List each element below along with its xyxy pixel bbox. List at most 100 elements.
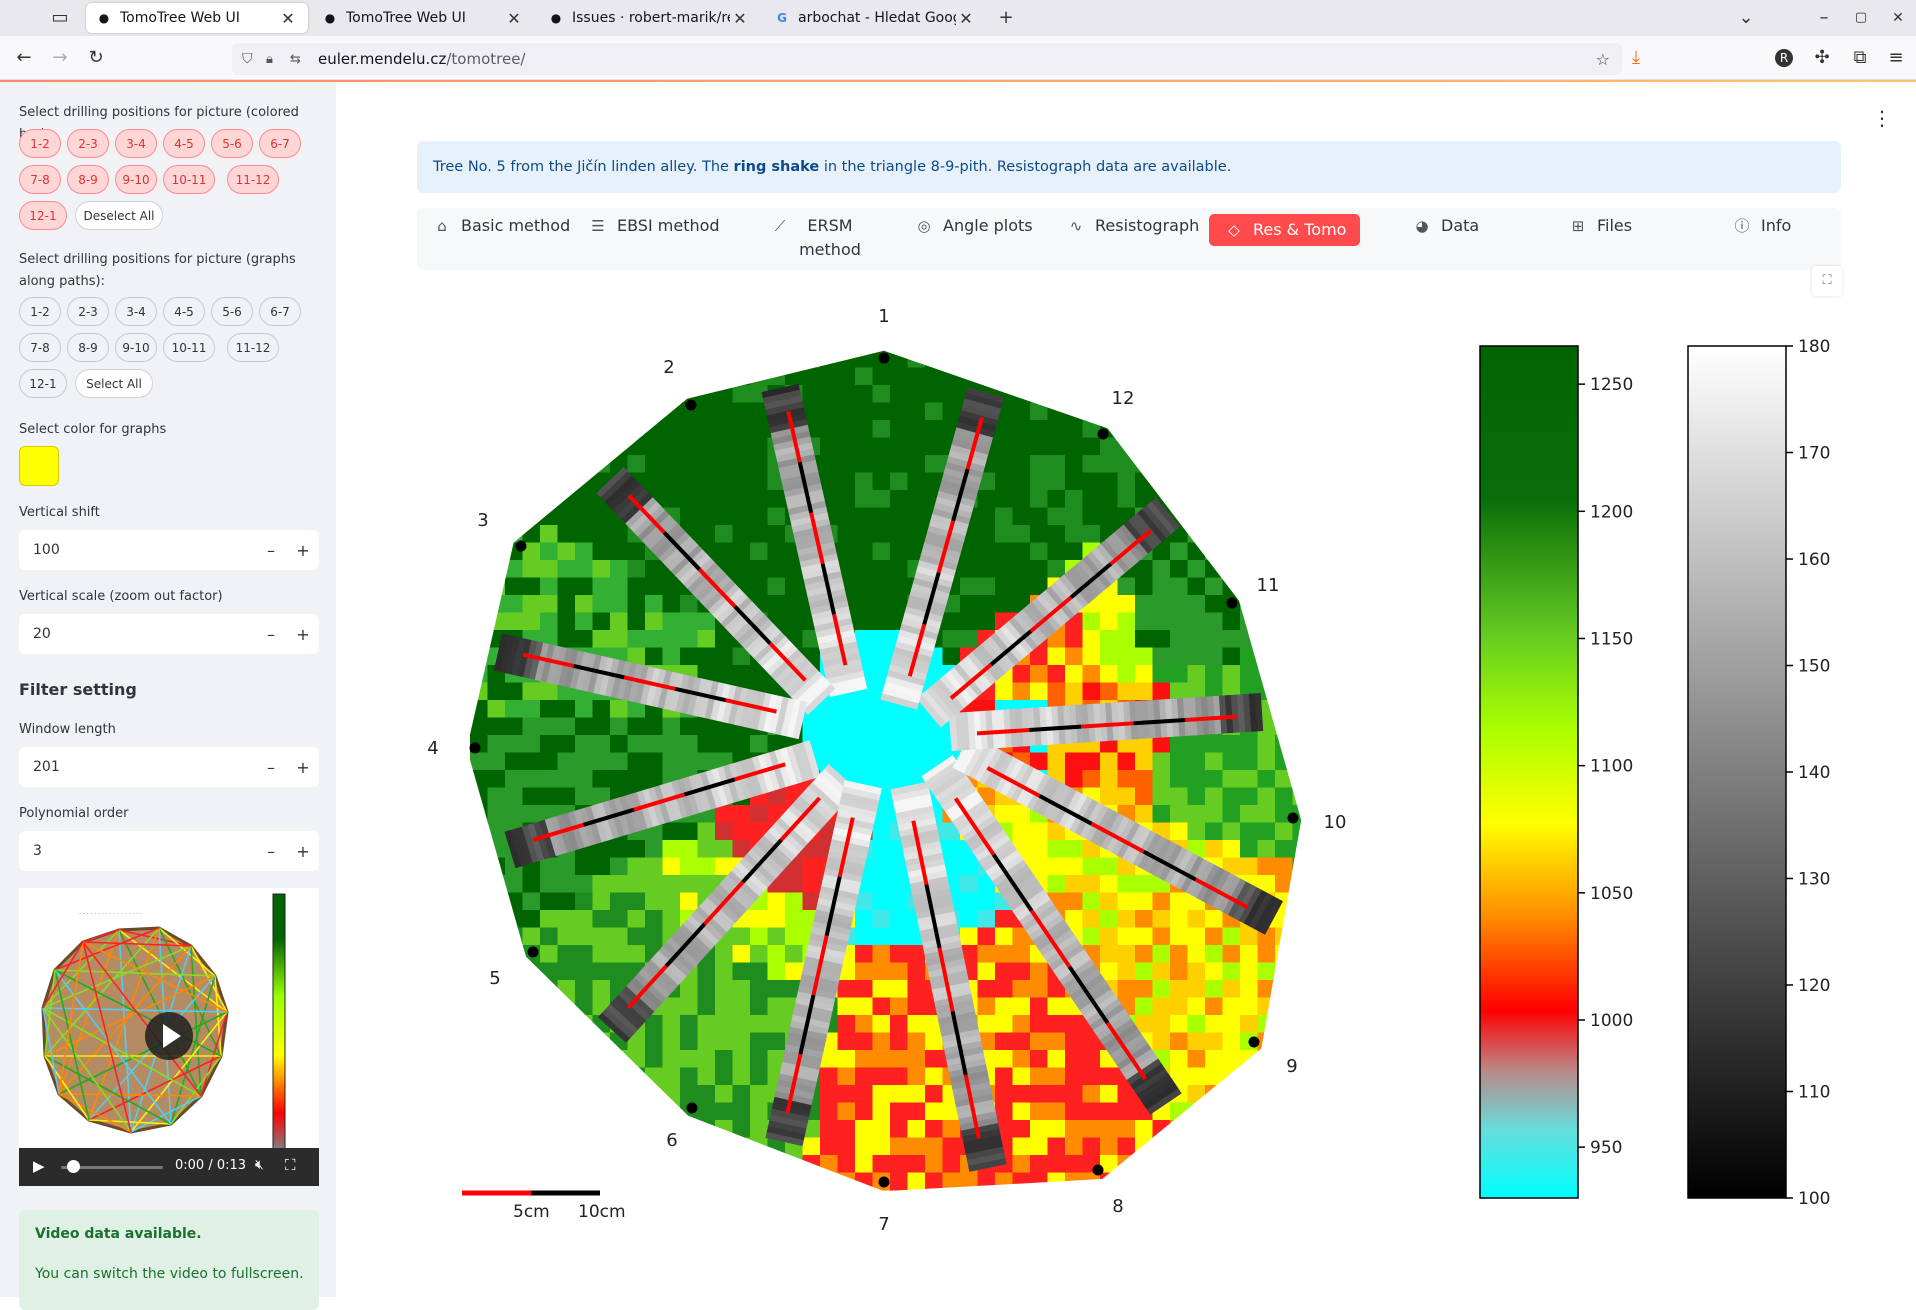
colored-bar-pill-9-10[interactable]: 9-10: [115, 165, 157, 194]
polynomial-order-input[interactable]: 3 – +: [19, 831, 319, 871]
vertical-shift-input[interactable]: 100 – +: [19, 530, 319, 570]
deselect-all-button[interactable]: Deselect All: [75, 201, 163, 230]
banner-text-end: in the triangle 8-9-pith. Resistograph d…: [823, 159, 1232, 175]
tab-resistograph[interactable]: ∿ Resistograph: [1065, 214, 1200, 238]
decrement-button[interactable]: –: [267, 841, 275, 861]
colored-bar-pill-11-12[interactable]: 11-12: [227, 165, 279, 194]
graph-pill-6-7[interactable]: 6-7: [259, 297, 301, 326]
shield-icon[interactable]: ⛉: [242, 51, 253, 67]
close-window-icon[interactable]: ✕: [1892, 10, 1904, 26]
colored-bar-pill-8-9[interactable]: 8-9: [67, 165, 109, 194]
graph-pill-9-10[interactable]: 9-10: [115, 333, 157, 362]
browser-tab-1[interactable]: ● TomoTree Web UI ✕: [86, 3, 308, 33]
maximize-icon[interactable]: ▢: [1854, 10, 1868, 25]
lock-icon[interactable]: 🔒︎: [266, 51, 273, 67]
graph-pill-7-8[interactable]: 7-8: [19, 333, 61, 362]
video-player[interactable]: · · · · · · · · · · · · · · · · ·: [19, 888, 319, 1186]
browser-tab-2[interactable]: ● TomoTree Web UI ✕: [312, 3, 534, 33]
tab-overview-icon[interactable]: ▭: [51, 7, 69, 28]
window-length-label: Window length: [19, 722, 116, 737]
select-all-button[interactable]: Select All: [75, 369, 153, 398]
tab-data[interactable]: ◕ Data: [1411, 214, 1479, 238]
colored-bar-pill-1-2[interactable]: 1-2: [19, 129, 61, 158]
close-icon[interactable]: ✕: [281, 8, 295, 28]
address-bar[interactable]: ⛉ 🔒︎ ⇆ euler.mendelu.cz/tomotree/ ☆: [232, 43, 1622, 75]
tab-label: Basic method: [461, 216, 571, 235]
back-icon[interactable]: ←: [16, 47, 32, 68]
bookmark-star-icon[interactable]: ☆: [1595, 49, 1610, 69]
video-progress-bar[interactable]: [61, 1166, 163, 1169]
colored-bar-pill-4-5[interactable]: 4-5: [163, 129, 205, 158]
close-icon[interactable]: ✕: [507, 8, 521, 28]
browser-tab-4[interactable]: G arbochat - Hledat Googlem ✕: [764, 3, 986, 33]
polynomial-order-value[interactable]: 3: [33, 843, 42, 859]
polynomial-order-label: Polynomial order: [19, 806, 129, 821]
extension-r-icon[interactable]: R: [1772, 46, 1796, 70]
mute-icon[interactable]: 🔇︎: [255, 1157, 264, 1173]
close-icon[interactable]: ✕: [959, 8, 973, 28]
kebab-menu-icon[interactable]: ⋮: [1872, 106, 1892, 130]
github-octocat-icon: ●: [98, 11, 110, 25]
tab-label: EBSI method: [617, 216, 720, 235]
browser-tab-3[interactable]: ● Issues · robert-marik/resis ✕: [538, 3, 760, 33]
banner-bold: ring shake: [733, 159, 820, 175]
window-length-input[interactable]: 201 – +: [19, 747, 319, 787]
download-icon[interactable]: ⤓: [1632, 47, 1640, 68]
figure-fullscreen-button[interactable]: ⛶: [1812, 266, 1842, 296]
colored-bar-pill-3-4[interactable]: 3-4: [115, 129, 157, 158]
extension-icon[interactable]: ✣: [1814, 47, 1830, 68]
graph-pill-5-6[interactable]: 5-6: [211, 297, 253, 326]
puzzle-icon[interactable]: ⧉: [1853, 47, 1867, 68]
graph-pill-8-9[interactable]: 8-9: [67, 333, 109, 362]
colored-bar-pill-12-1[interactable]: 12-1: [19, 201, 67, 230]
colored-bar-pill-2-3[interactable]: 2-3: [67, 129, 109, 158]
graph-pill-2-3[interactable]: 2-3: [67, 297, 109, 326]
graph-color-picker[interactable]: [19, 446, 59, 486]
graph-pill-11-12[interactable]: 11-12: [227, 333, 279, 362]
vertical-shift-value[interactable]: 100: [33, 542, 60, 558]
close-icon[interactable]: ✕: [733, 8, 747, 28]
colored-bar-pill-7-8[interactable]: 7-8: [19, 165, 61, 194]
tab-info[interactable]: ⓘ Info: [1731, 214, 1791, 238]
increment-button[interactable]: +: [296, 757, 310, 777]
increment-button[interactable]: +: [296, 540, 310, 560]
graph-pill-4-5[interactable]: 4-5: [163, 297, 205, 326]
graph-pill-1-2[interactable]: 1-2: [19, 297, 61, 326]
decrement-button[interactable]: –: [267, 757, 275, 777]
fullscreen-icon[interactable]: ⛶: [285, 1156, 296, 1174]
tab-basic-method[interactable]: ⌂ Basic method: [431, 214, 570, 238]
tab-angle-plots[interactable]: ◎ Angle plots: [913, 214, 1032, 238]
tab-title: arbochat - Hledat Googlem: [798, 10, 956, 26]
tab-ebsi-method[interactable]: ☰ EBSI method: [587, 214, 720, 238]
svg-text:· · · · · · · · · · · · · · ·: · · · · · · · · · · · · · · · · ·: [79, 911, 142, 918]
video-progress-handle[interactable]: [67, 1160, 80, 1173]
video-info-alert: Video data available. You can switch the…: [19, 1210, 319, 1310]
tab-list-chevron-icon[interactable]: ⌄: [1738, 7, 1754, 28]
increment-button[interactable]: +: [296, 624, 310, 644]
vertical-scale-value[interactable]: 20: [33, 626, 51, 642]
vertical-scale-input[interactable]: 20 – +: [19, 614, 319, 654]
graph-pill-12-1[interactable]: 12-1: [19, 369, 67, 398]
minimize-icon[interactable]: –: [1819, 7, 1829, 28]
decrement-button[interactable]: –: [267, 624, 275, 644]
reload-icon[interactable]: ↻: [88, 47, 104, 68]
colored-bar-pill-5-6[interactable]: 5-6: [211, 129, 253, 158]
permissions-icon[interactable]: ⇆: [290, 51, 301, 67]
increment-button[interactable]: +: [296, 841, 310, 861]
window-length-value[interactable]: 201: [33, 759, 60, 775]
colored-bar-pill-10-11[interactable]: 10-11: [163, 165, 215, 194]
new-tab-icon[interactable]: +: [998, 7, 1014, 28]
url-text[interactable]: euler.mendelu.cz/tomotree/: [318, 50, 526, 68]
vertical-shift-label: Vertical shift: [19, 505, 100, 520]
play-icon[interactable]: ▶: [33, 1157, 45, 1175]
forward-icon[interactable]: →: [52, 47, 68, 68]
graph-pill-10-11[interactable]: 10-11: [163, 333, 215, 362]
tab-res-and-tomo[interactable]: ◇ Res & Tomo: [1209, 214, 1361, 246]
menu-icon[interactable]: ≡: [1888, 47, 1904, 68]
tab-label: Files: [1597, 216, 1633, 235]
tab-files[interactable]: ⊞ Files: [1567, 214, 1632, 238]
graph-pill-3-4[interactable]: 3-4: [115, 297, 157, 326]
colored-bar-pill-6-7[interactable]: 6-7: [259, 129, 301, 158]
decrement-button[interactable]: –: [267, 540, 275, 560]
tab-ersm-method[interactable]: ⟋ ERSM method: [769, 214, 869, 262]
